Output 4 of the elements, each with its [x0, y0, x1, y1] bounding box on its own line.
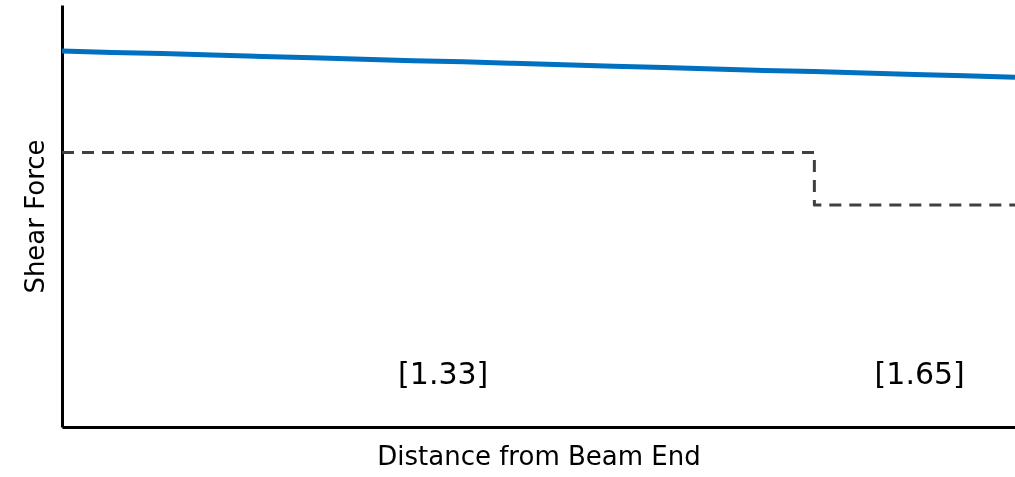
annotation: [1.65] [874, 356, 965, 391]
annotation: [1.33] [398, 356, 489, 391]
y-axis-title: Shear Force [19, 139, 50, 294]
x-axis-title: Distance from Beam End [377, 440, 701, 471]
